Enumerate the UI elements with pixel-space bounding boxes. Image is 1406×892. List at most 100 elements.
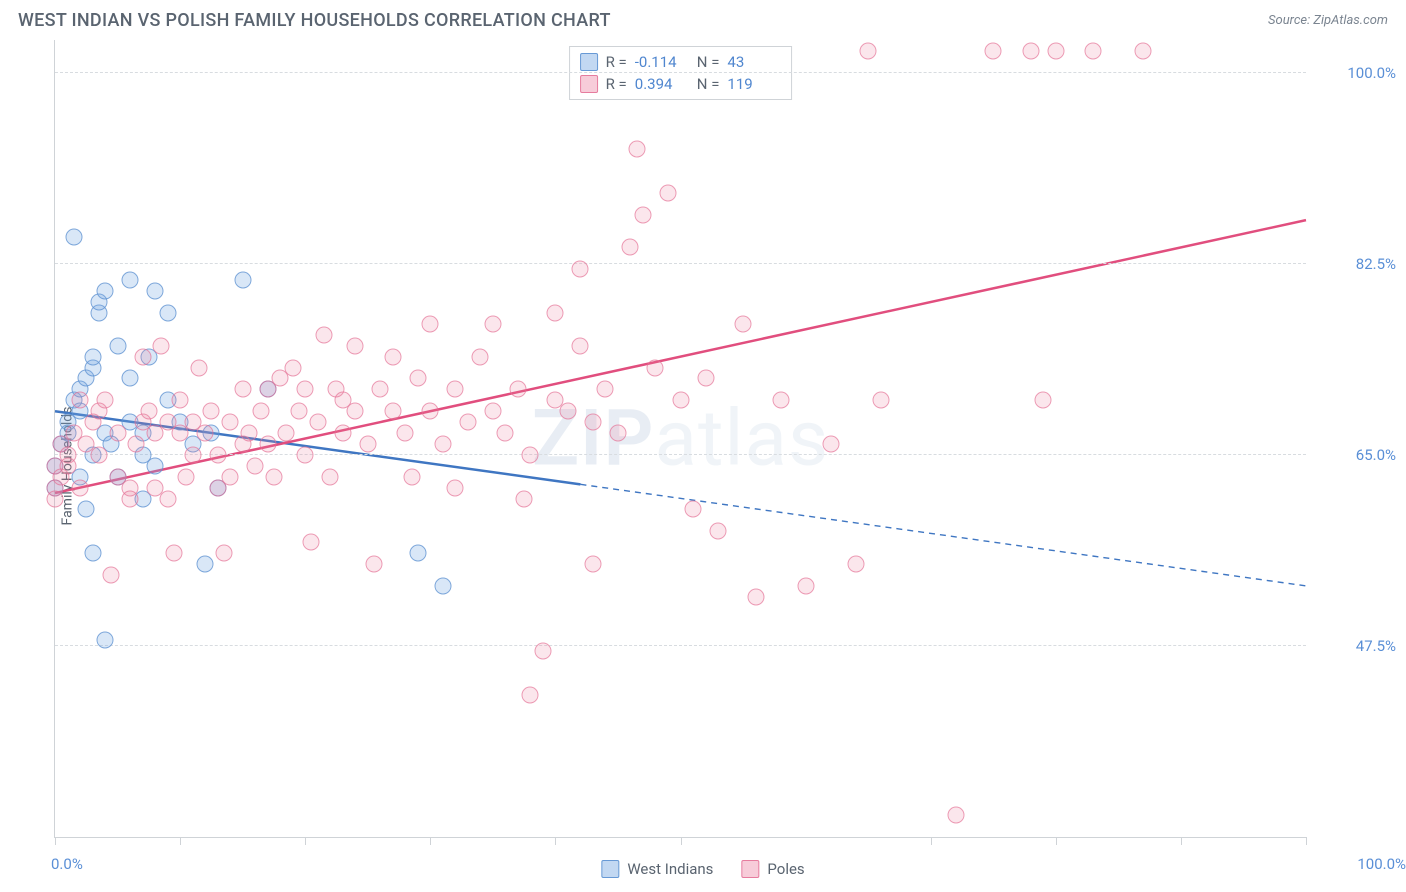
x-tick (931, 837, 932, 845)
data-point (397, 425, 414, 442)
x-tick (1181, 837, 1182, 845)
x-tick (430, 837, 431, 845)
data-point (278, 425, 295, 442)
data-point (72, 479, 89, 496)
data-point (222, 468, 239, 485)
data-point (547, 304, 564, 321)
n-value-pink: 119 (727, 75, 781, 93)
swatch-blue (601, 860, 619, 878)
data-point (534, 643, 551, 660)
data-point (409, 370, 426, 387)
r-label: R = (606, 53, 627, 71)
series-legend: West Indians Poles (601, 860, 804, 878)
data-point (572, 337, 589, 354)
data-point (247, 457, 264, 474)
data-point (497, 425, 514, 442)
plot-area: ZIPatlas R = -0.114 N = 43 R = 0.394 N =… (54, 40, 1306, 838)
data-point (509, 381, 526, 398)
data-point (309, 414, 326, 431)
data-point (253, 403, 270, 420)
data-point (584, 556, 601, 573)
data-point (597, 381, 614, 398)
data-point (384, 403, 401, 420)
data-point (65, 228, 82, 245)
legend-label: Poles (767, 860, 804, 878)
gridline-h (55, 645, 1306, 646)
data-point (434, 577, 451, 594)
data-point (797, 577, 814, 594)
data-point (265, 468, 282, 485)
n-value-blue: 43 (727, 53, 781, 71)
data-point (522, 687, 539, 704)
data-point (297, 446, 314, 463)
y-tick-label: 47.5% (1316, 637, 1396, 655)
data-point (347, 337, 364, 354)
data-point (628, 141, 645, 158)
y-tick-label: 100.0% (1316, 64, 1396, 82)
data-point (209, 446, 226, 463)
data-point (197, 556, 214, 573)
data-point (347, 403, 364, 420)
data-point (735, 315, 752, 332)
data-point (147, 457, 164, 474)
x-axis-max-label: 100.0% (1357, 855, 1406, 873)
data-point (122, 490, 139, 507)
data-point (47, 490, 64, 507)
data-point (78, 501, 95, 518)
r-label: R = (606, 75, 627, 93)
data-point (322, 468, 339, 485)
data-point (634, 206, 651, 223)
data-point (403, 468, 420, 485)
data-point (134, 348, 151, 365)
data-point (559, 403, 576, 420)
gridline-h (55, 263, 1306, 264)
data-point (584, 414, 601, 431)
data-point (847, 556, 864, 573)
data-point (290, 403, 307, 420)
data-point (872, 392, 889, 409)
data-point (97, 632, 114, 649)
data-point (97, 283, 114, 300)
data-point (434, 435, 451, 452)
data-point (97, 392, 114, 409)
data-point (366, 556, 383, 573)
data-point (240, 425, 257, 442)
data-point (422, 315, 439, 332)
data-point (522, 446, 539, 463)
data-point (153, 337, 170, 354)
x-tick (555, 837, 556, 845)
data-point (90, 446, 107, 463)
x-tick (1056, 837, 1057, 845)
data-point (1035, 392, 1052, 409)
n-label: N = (697, 75, 720, 93)
data-point (447, 479, 464, 496)
data-point (484, 403, 501, 420)
data-point (84, 348, 101, 365)
legend-row-blue: R = -0.114 N = 43 (580, 51, 782, 73)
data-point (172, 392, 189, 409)
legend-item-poles: Poles (741, 860, 804, 878)
data-point (59, 457, 76, 474)
chart-container: Family Households ZIPatlas R = -0.114 N … (0, 40, 1406, 892)
data-point (422, 403, 439, 420)
data-point (484, 315, 501, 332)
data-point (572, 261, 589, 278)
data-point (259, 435, 276, 452)
data-point (215, 545, 232, 562)
data-point (190, 359, 207, 376)
data-point (140, 403, 157, 420)
correlation-legend: R = -0.114 N = 43 R = 0.394 N = 119 (569, 46, 793, 100)
data-point (297, 381, 314, 398)
data-point (1135, 42, 1152, 59)
data-point (647, 359, 664, 376)
data-point (747, 588, 764, 605)
source-attribution: Source: ZipAtlas.com (1268, 13, 1388, 28)
swatch-pink (580, 75, 598, 93)
data-point (384, 348, 401, 365)
n-label: N = (697, 53, 720, 71)
r-value-blue: -0.114 (635, 53, 689, 71)
data-point (1047, 42, 1064, 59)
data-point (165, 545, 182, 562)
chart-title: WEST INDIAN VS POLISH FAMILY HOUSEHOLDS … (18, 10, 611, 31)
data-point (103, 566, 120, 583)
